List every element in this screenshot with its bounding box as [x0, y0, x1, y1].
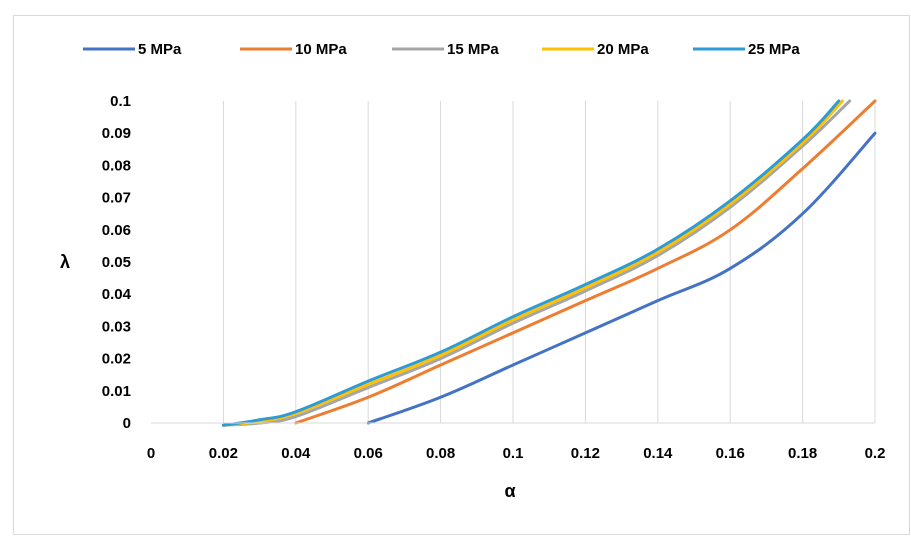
y-tick-label: 0.01 [102, 383, 131, 400]
chart-frame [13, 15, 910, 535]
y-tick-label: 0.08 [102, 157, 131, 174]
series-line-25-mpa [221, 99, 841, 427]
y-axis-title: λ [60, 252, 70, 272]
legend-label: 15 MPa [447, 41, 499, 58]
y-tick-label: 0.04 [102, 286, 132, 303]
legend-label: 20 MPa [597, 41, 649, 58]
x-tick-label: 0.14 [643, 445, 673, 462]
x-tick-labels: 0 0.02 0.04 0.06 0.08 0.1 0.12 0.14 0.16 0.18 0.2 [147, 445, 886, 462]
series-line-10-mpa [294, 99, 877, 425]
y-tick-label: 0.07 [102, 190, 131, 207]
y-tick-labels: 0 0.01 0.02 0.03 0.04 0.05 0.06 0.07 0.08 0.09 0.1 [102, 93, 132, 432]
x-tick-label: 0.04 [281, 445, 311, 462]
y-tick-label: 0.05 [102, 254, 131, 271]
x-axis-title: α [504, 481, 515, 501]
legend-label: 10 MPa [295, 41, 347, 58]
y-tick-label: 0.06 [102, 222, 131, 239]
y-tick-label: 0 [123, 415, 131, 432]
x-tick-label: 0.2 [865, 445, 886, 462]
plot-area [221, 99, 877, 427]
legend-label: 5 MPa [138, 41, 182, 58]
x-tick-label: 0.16 [716, 445, 745, 462]
series-line-20-mpa [221, 99, 844, 427]
x-tick-label: 0.18 [788, 445, 817, 462]
x-tick-label: 0.06 [354, 445, 383, 462]
x-tick-label: 0 [147, 445, 155, 462]
legend-label: 25 MPa [748, 41, 800, 58]
x-tick-label: 0.08 [426, 445, 455, 462]
y-tick-label: 0.09 [102, 125, 131, 142]
series-line-15-mpa [221, 99, 852, 427]
y-tick-label: 0.1 [110, 93, 131, 110]
x-tick-label: 0.02 [209, 445, 238, 462]
y-tick-label: 0.02 [102, 351, 131, 368]
x-tick-label: 0.1 [503, 445, 524, 462]
grid [222, 101, 876, 423]
legend: 5 MPa 10 MPa 15 MPa 20 MPa 25 MPa [83, 41, 800, 58]
y-tick-label: 0.03 [102, 318, 131, 335]
series-line-5-mpa [366, 131, 877, 425]
x-tick-label: 0.12 [571, 445, 600, 462]
